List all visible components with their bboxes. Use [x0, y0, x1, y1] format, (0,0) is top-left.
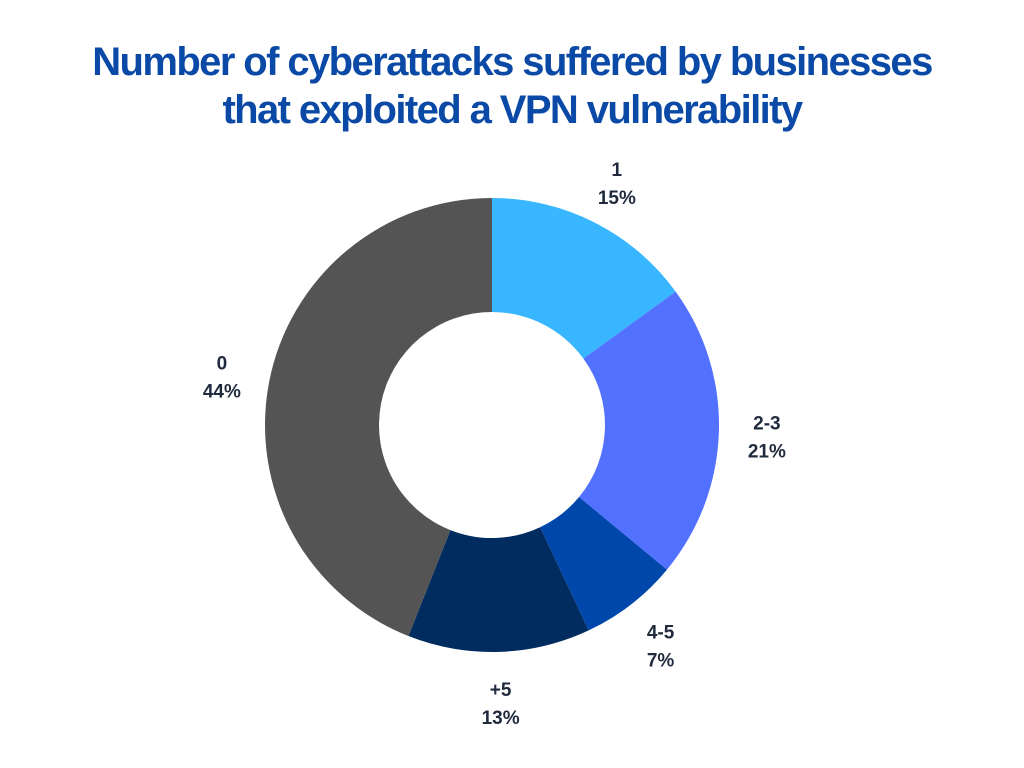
slice-percent-0: 44% [203, 381, 241, 402]
slice-plus-5 [408, 527, 589, 652]
slice-category-2-3: 2-3 [753, 414, 780, 435]
slice-label-0: 0 44% [203, 353, 241, 402]
slice-label-plus-5: +5 13% [482, 680, 520, 729]
slice-percent-4-5: 7% [647, 650, 675, 671]
slice-percent-2-3: 21% [748, 442, 786, 463]
slice-1 [492, 198, 676, 359]
slice-4-5 [540, 497, 667, 631]
slice-labels: 1 15%2-3 21%4-5 7%+5 13%0 44% [203, 160, 786, 729]
slice-label-1: 1 15% [598, 160, 636, 209]
slice-label-4-5: 4-5 7% [647, 622, 675, 671]
slice-label-2-3: 2-3 21% [748, 414, 786, 463]
slice-category-0: 0 [217, 353, 228, 374]
chart-title: Number of cyberattacks suffered by busin… [0, 38, 1024, 134]
slice-2-3 [579, 291, 719, 570]
slice-category-1: 1 [612, 160, 623, 181]
chart-title-line-2: that exploited a VPN vulnerability [222, 88, 803, 132]
slice-category-4-5: 4-5 [647, 622, 675, 643]
donut-slices [265, 198, 719, 652]
slice-0 [265, 198, 492, 637]
slice-category-plus-5: +5 [490, 680, 512, 701]
slice-percent-1: 15% [598, 188, 636, 209]
slice-percent-plus-5: 13% [482, 708, 520, 729]
chart-title-line-1: Number of cyberattacks suffered by busin… [92, 40, 933, 84]
